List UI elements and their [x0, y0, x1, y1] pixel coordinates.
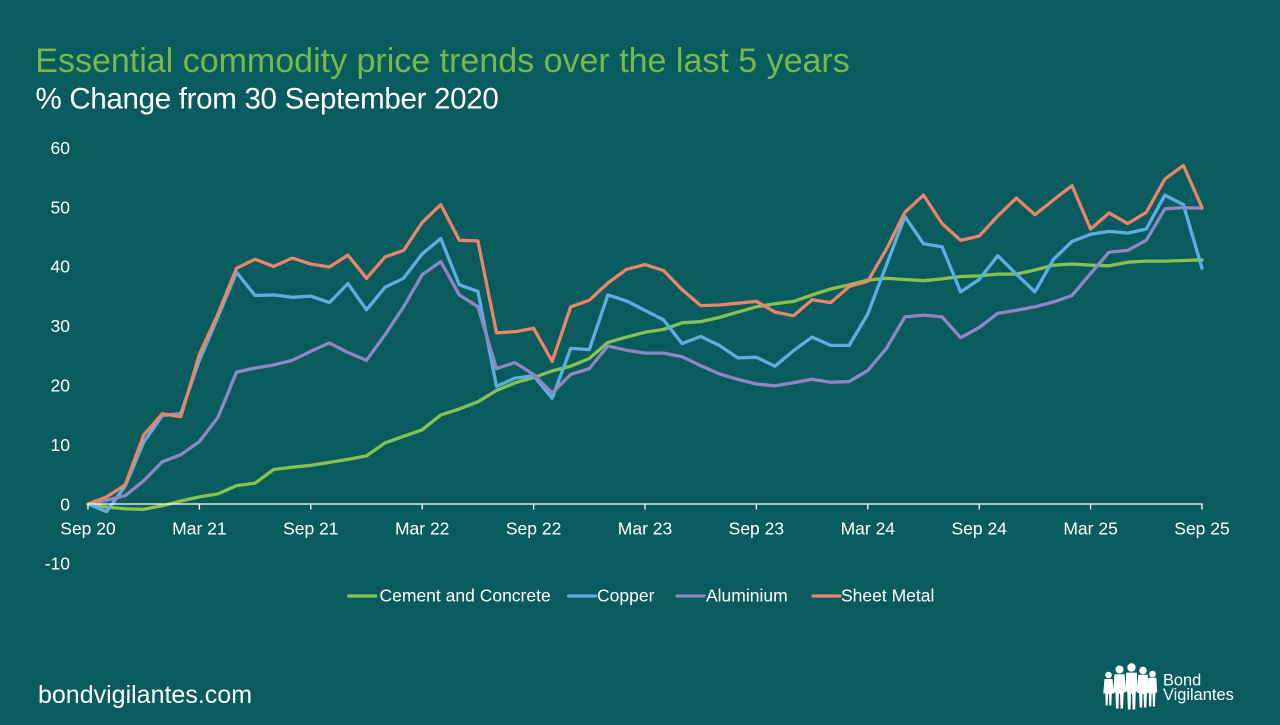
svg-text:Sep 22: Sep 22 [506, 519, 561, 539]
svg-text:Sep 23: Sep 23 [729, 519, 784, 539]
svg-text:0: 0 [60, 494, 70, 514]
svg-text:10: 10 [51, 435, 71, 455]
svg-text:40: 40 [51, 257, 71, 277]
svg-text:-10: -10 [45, 554, 71, 574]
svg-text:20: 20 [51, 376, 71, 396]
svg-text:Sep 25: Sep 25 [1174, 519, 1229, 539]
svg-text:Vigilantes: Vigilantes [1163, 686, 1234, 704]
svg-text:Sep 24: Sep 24 [951, 519, 1007, 539]
svg-text:Sep 20: Sep 20 [60, 519, 116, 539]
svg-text:50: 50 [51, 197, 71, 217]
svg-text:Cement and Concrete: Cement and Concrete [380, 586, 551, 606]
svg-text:Mar 21: Mar 21 [172, 519, 226, 539]
svg-text:Bond: Bond [1163, 672, 1201, 690]
svg-text:bondvigilantes.com: bondvigilantes.com [38, 681, 252, 709]
svg-text:Mar 23: Mar 23 [618, 519, 672, 539]
svg-text:Essential commodity price tren: Essential commodity price trends over th… [35, 42, 849, 80]
svg-text:Sheet Metal: Sheet Metal [841, 586, 934, 606]
svg-text:Mar 22: Mar 22 [395, 519, 449, 539]
svg-text:Mar 24: Mar 24 [841, 519, 896, 539]
svg-text:Mar 25: Mar 25 [1063, 519, 1117, 539]
svg-text:60: 60 [51, 138, 71, 158]
svg-text:30: 30 [51, 316, 71, 336]
svg-text:Copper: Copper [597, 586, 655, 606]
svg-text:% Change from 30 September 202: % Change from 30 September 2020 [36, 83, 499, 116]
svg-text:Aluminium: Aluminium [706, 586, 788, 606]
svg-text:Sep 21: Sep 21 [283, 519, 338, 539]
